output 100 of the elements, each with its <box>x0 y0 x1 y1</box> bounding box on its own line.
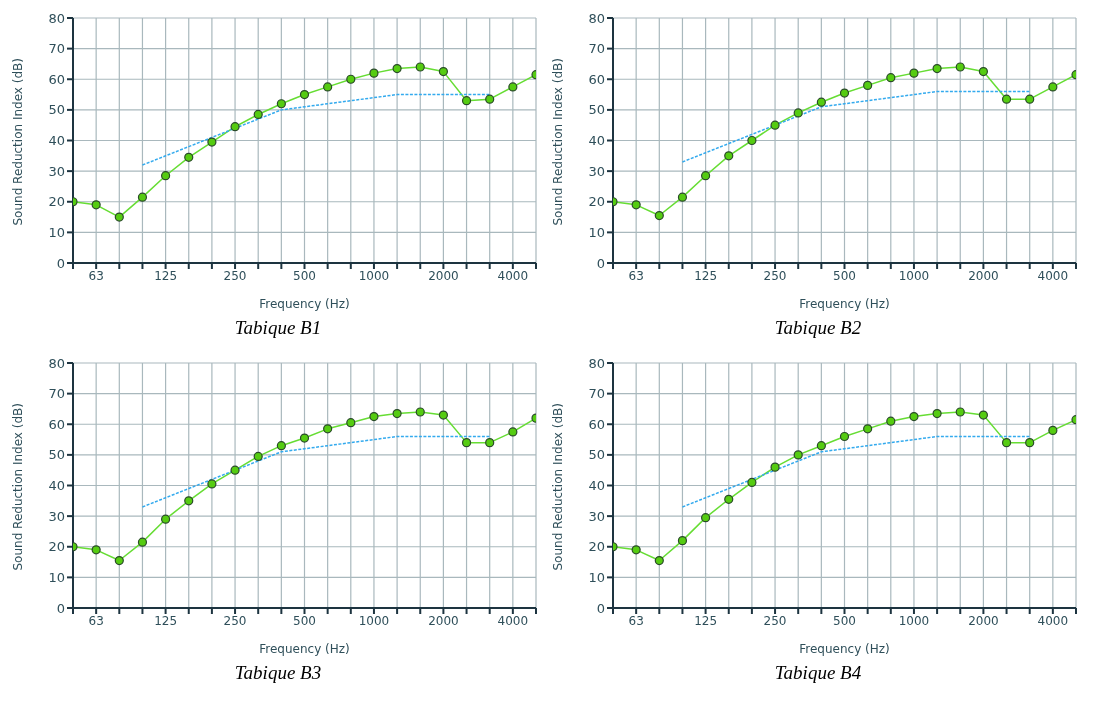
point <box>839 431 850 442</box>
point <box>886 73 896 83</box>
y-tick-label: 80 <box>48 355 65 371</box>
point <box>346 74 356 84</box>
point <box>793 450 803 460</box>
x-tick-label: 63 <box>88 268 104 283</box>
point <box>955 62 965 72</box>
x-axis-title: Frequency (Hz) <box>799 297 890 311</box>
point <box>461 96 472 106</box>
point <box>654 210 664 221</box>
point <box>299 433 310 443</box>
point <box>508 82 518 92</box>
y-tick-label: 0 <box>596 600 605 616</box>
point <box>369 68 379 78</box>
point <box>747 477 757 488</box>
point <box>1001 94 1012 104</box>
y-tick-label: 20 <box>48 194 65 210</box>
point <box>369 411 379 422</box>
y-tick-label: 40 <box>588 133 605 149</box>
point <box>230 122 240 132</box>
y-tick-label: 50 <box>588 447 605 463</box>
point <box>1025 94 1035 104</box>
point <box>161 514 171 524</box>
x-tick-label: 4000 <box>1037 613 1069 628</box>
point <box>114 212 124 222</box>
x-tick-label: 500 <box>833 613 856 628</box>
point <box>1025 438 1035 448</box>
x-axis-title: Frequency (Hz) <box>259 642 350 656</box>
y-tick-label: 20 <box>588 539 605 555</box>
y-tick-label: 10 <box>588 569 605 585</box>
y-tick-label: 60 <box>48 71 65 87</box>
y-tick-label: 30 <box>48 163 65 179</box>
y-tick-label: 30 <box>48 508 65 524</box>
y-tick-label: 70 <box>588 41 605 57</box>
point <box>816 97 826 107</box>
point <box>253 109 263 120</box>
point <box>770 120 780 130</box>
point <box>839 88 850 98</box>
y-tick-label: 80 <box>588 355 605 371</box>
x-tick-label: 125 <box>694 268 718 283</box>
y-tick-label: 60 <box>588 416 605 432</box>
point <box>654 555 664 566</box>
x-tick-label: 500 <box>293 268 316 283</box>
x-tick-label: 2000 <box>428 613 459 628</box>
text: Tabique B1 <box>233 317 323 339</box>
point <box>91 200 101 210</box>
y-tick-label: 70 <box>48 386 65 402</box>
point <box>909 411 919 422</box>
point <box>91 545 101 555</box>
point <box>461 438 472 448</box>
x-tick-label: 125 <box>694 613 718 628</box>
point <box>276 99 286 109</box>
y-tick-label: 20 <box>48 539 65 555</box>
point <box>955 407 965 417</box>
point <box>323 82 333 92</box>
point <box>747 135 757 146</box>
y-axis-title: Sound Reduction Index (dB) <box>11 403 26 571</box>
point <box>438 410 448 420</box>
x-axis-title: Frequency (Hz) <box>259 297 350 311</box>
point <box>701 513 711 523</box>
point <box>932 408 942 419</box>
y-tick-label: 0 <box>56 600 65 616</box>
x-tick-label: 1000 <box>358 268 390 283</box>
x-tick-label: 1000 <box>358 613 390 628</box>
point <box>184 152 194 162</box>
point <box>485 438 495 448</box>
x-tick-label: 125 <box>154 268 178 283</box>
x-tick-label: 4000 <box>497 268 529 283</box>
point <box>886 416 896 426</box>
y-tick-label: 30 <box>588 508 605 524</box>
y-tick-label: 40 <box>48 478 65 494</box>
y-axis-title: Sound Reduction Index (dB) <box>11 58 26 226</box>
text: Tabique B4 <box>773 662 863 684</box>
x-tick-label: 63 <box>88 613 104 628</box>
point <box>770 462 780 472</box>
line-series <box>681 90 1031 163</box>
y-tick-label: 80 <box>48 10 65 26</box>
point <box>137 192 148 202</box>
point <box>1048 425 1058 435</box>
point <box>1001 438 1012 448</box>
y-tick-label: 80 <box>588 10 605 26</box>
point <box>793 108 803 118</box>
x-tick-label: 500 <box>833 268 856 283</box>
x-tick-label: 4000 <box>1037 268 1069 283</box>
x-tick-label: 2000 <box>968 268 999 283</box>
y-tick-label: 10 <box>48 224 65 240</box>
point <box>230 465 240 475</box>
point <box>392 408 402 419</box>
point <box>978 66 988 77</box>
point <box>438 66 448 77</box>
point <box>299 89 310 100</box>
y-tick-label: 40 <box>48 133 65 149</box>
text: Tabique B2 <box>773 317 863 339</box>
x-tick-label: 63 <box>628 613 644 628</box>
point <box>909 68 919 78</box>
x-tick-label: 63 <box>628 268 644 283</box>
point <box>724 494 734 504</box>
point <box>392 63 402 74</box>
point <box>932 63 942 74</box>
point <box>415 62 425 72</box>
